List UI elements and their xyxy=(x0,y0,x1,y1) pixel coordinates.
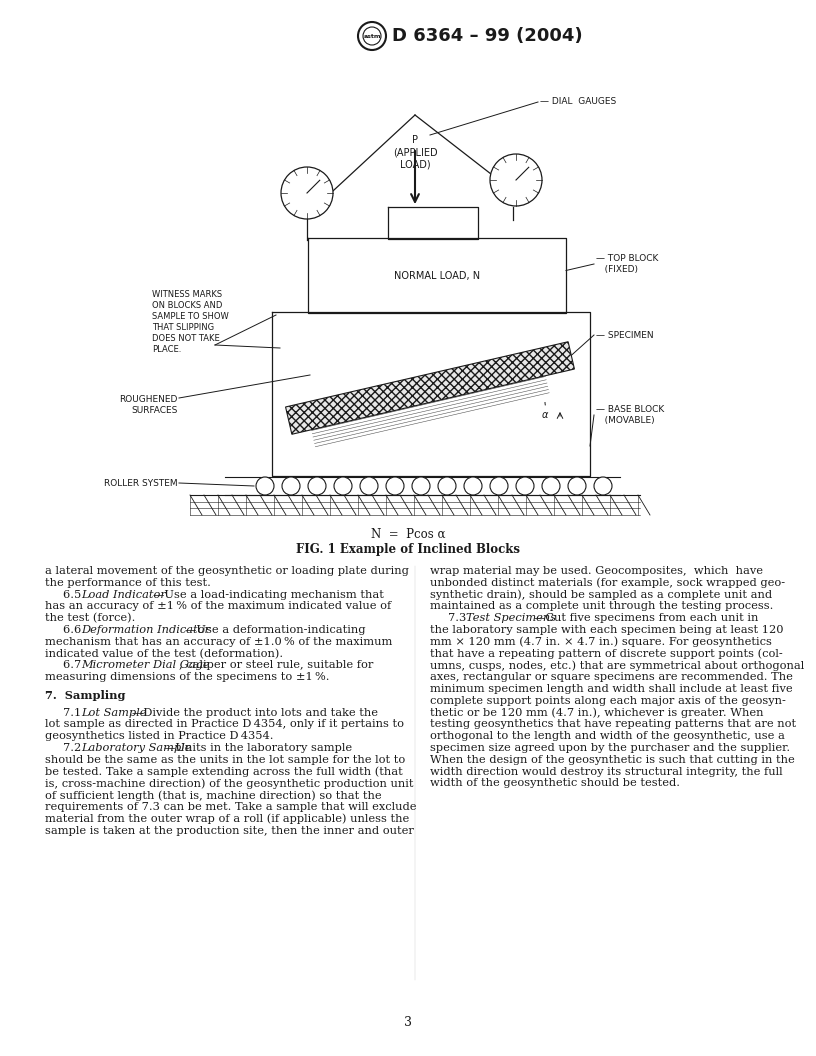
Text: requirements of 7.3 can be met. Take a sample that will exclude: requirements of 7.3 can be met. Take a s… xyxy=(45,802,416,812)
Text: indicated value of the test (deformation).: indicated value of the test (deformation… xyxy=(45,648,283,659)
Text: When the design of the geosynthetic is such that cutting in the: When the design of the geosynthetic is s… xyxy=(430,755,795,765)
Text: the performance of this test.: the performance of this test. xyxy=(45,578,211,588)
Text: NORMAL LOAD, N: NORMAL LOAD, N xyxy=(394,270,480,281)
Text: —Use a deformation-indicating: —Use a deformation-indicating xyxy=(185,625,366,635)
Circle shape xyxy=(412,477,430,495)
Text: 6.5: 6.5 xyxy=(63,589,85,600)
Text: ROUGHENED
SURFACES: ROUGHENED SURFACES xyxy=(120,395,178,415)
Circle shape xyxy=(568,477,586,495)
Text: geosynthetics listed in Practice D 4354.: geosynthetics listed in Practice D 4354. xyxy=(45,731,273,741)
Text: maintained as a complete unit through the testing process.: maintained as a complete unit through th… xyxy=(430,602,774,611)
Text: P
(APPLIED
LOAD): P (APPLIED LOAD) xyxy=(392,135,437,170)
Text: N  =  Pcos α: N = Pcos α xyxy=(370,528,446,541)
Text: a lateral movement of the geosynthetic or loading plate during: a lateral movement of the geosynthetic o… xyxy=(45,566,409,576)
Circle shape xyxy=(360,477,378,495)
Text: FIG. 1 Example of Inclined Blocks: FIG. 1 Example of Inclined Blocks xyxy=(296,543,520,557)
Text: 7.2: 7.2 xyxy=(63,743,85,753)
Text: should be the same as the units in the lot sample for the lot to: should be the same as the units in the l… xyxy=(45,755,406,765)
Circle shape xyxy=(308,477,326,495)
Text: be tested. Take a sample extending across the full width (that: be tested. Take a sample extending acros… xyxy=(45,767,403,777)
Text: wrap material may be used. Geocomposites,  which  have: wrap material may be used. Geocomposites… xyxy=(430,566,763,576)
Circle shape xyxy=(464,477,482,495)
Text: astm: astm xyxy=(363,34,381,38)
Text: testing geosynthetics that have repeating patterns that are not: testing geosynthetics that have repeatin… xyxy=(430,719,796,730)
Text: is, cross-machine direction) of the geosynthetic production unit: is, cross-machine direction) of the geos… xyxy=(45,778,414,789)
Text: —Divide the product into lots and take the: —Divide the product into lots and take t… xyxy=(132,708,378,718)
Text: that have a repeating pattern of discrete support points (col-: that have a repeating pattern of discret… xyxy=(430,648,783,659)
Text: measuring dimensions of the specimens to ±1 %.: measuring dimensions of the specimens to… xyxy=(45,673,330,682)
Text: minimum specimen length and width shall include at least five: minimum specimen length and width shall … xyxy=(430,684,792,694)
Circle shape xyxy=(281,167,333,219)
Circle shape xyxy=(516,477,534,495)
Circle shape xyxy=(594,477,612,495)
Text: —Cut five specimens from each unit in: —Cut five specimens from each unit in xyxy=(534,614,758,623)
Text: unbonded distinct materials (for example, sock wrapped geo-: unbonded distinct materials (for example… xyxy=(430,578,785,588)
Text: of sufficient length (that is, machine direction) so that the: of sufficient length (that is, machine d… xyxy=(45,790,382,800)
Text: Lot Sample: Lot Sample xyxy=(81,708,147,718)
Text: orthogonal to the length and width of the geosynthetic, use a: orthogonal to the length and width of th… xyxy=(430,731,785,741)
Circle shape xyxy=(438,477,456,495)
Text: Test Specimens: Test Specimens xyxy=(466,614,557,623)
Text: Load Indicator: Load Indicator xyxy=(81,589,166,600)
Polygon shape xyxy=(286,342,574,434)
Text: Deformation Indicator: Deformation Indicator xyxy=(81,625,210,635)
Text: lot sample as directed in Practice D 4354, only if it pertains to: lot sample as directed in Practice D 435… xyxy=(45,719,404,730)
Text: the laboratory sample with each specimen being at least 120: the laboratory sample with each specimen… xyxy=(430,625,783,635)
Text: umns, cusps, nodes, etc.) that are symmetrical about orthogonal: umns, cusps, nodes, etc.) that are symme… xyxy=(430,660,805,671)
Circle shape xyxy=(334,477,352,495)
Text: specimen size agreed upon by the purchaser and the supplier.: specimen size agreed upon by the purchas… xyxy=(430,743,790,753)
Circle shape xyxy=(542,477,560,495)
Circle shape xyxy=(490,154,542,206)
Text: —Use a load-indicating mechanism that: —Use a load-indicating mechanism that xyxy=(153,589,384,600)
Text: thetic or be 120 mm (4.7 in.), whichever is greater. When: thetic or be 120 mm (4.7 in.), whichever… xyxy=(430,708,764,718)
Text: Micrometer Dial Gage: Micrometer Dial Gage xyxy=(81,660,210,671)
Text: — BASE BLOCK
   (MOVABLE): — BASE BLOCK (MOVABLE) xyxy=(596,406,664,425)
Text: 3: 3 xyxy=(404,1016,412,1029)
Text: axes, rectangular or square specimens are recommended. The: axes, rectangular or square specimens ar… xyxy=(430,673,793,682)
Text: WITNESS MARKS
ON BLOCKS AND
SAMPLE TO SHOW
THAT SLIPPING
DOES NOT TAKE
PLACE.: WITNESS MARKS ON BLOCKS AND SAMPLE TO SH… xyxy=(152,290,228,355)
Text: α: α xyxy=(542,410,548,420)
Text: sample is taken at the production site, then the inner and outer: sample is taken at the production site, … xyxy=(45,826,414,835)
Text: — DIAL  GAUGES: — DIAL GAUGES xyxy=(540,97,616,107)
Text: mm × 120 mm (4.7 in. × 4.7 in.) square. For geosynthetics: mm × 120 mm (4.7 in. × 4.7 in.) square. … xyxy=(430,637,772,647)
Text: the test (force).: the test (force). xyxy=(45,614,135,623)
Text: — SPECIMEN: — SPECIMEN xyxy=(596,331,654,339)
Text: , caliper or steel rule, suitable for: , caliper or steel rule, suitable for xyxy=(179,660,374,671)
Text: 7.1: 7.1 xyxy=(63,708,85,718)
Text: width direction would destroy its structural integrity, the full: width direction would destroy its struct… xyxy=(430,767,783,776)
Circle shape xyxy=(490,477,508,495)
Text: D 6364 – 99 (2004): D 6364 – 99 (2004) xyxy=(392,27,583,45)
Text: 6.6: 6.6 xyxy=(63,625,85,635)
Circle shape xyxy=(256,477,274,495)
Text: ROLLER SYSTEM: ROLLER SYSTEM xyxy=(104,478,178,488)
Circle shape xyxy=(282,477,300,495)
Text: Laboratory Sample: Laboratory Sample xyxy=(81,743,192,753)
Text: 7.  Sampling: 7. Sampling xyxy=(45,690,126,701)
Circle shape xyxy=(386,477,404,495)
Text: has an accuracy of ±1 % of the maximum indicated value of: has an accuracy of ±1 % of the maximum i… xyxy=(45,602,391,611)
Text: mechanism that has an accuracy of ±1.0 % of the maximum: mechanism that has an accuracy of ±1.0 %… xyxy=(45,637,392,646)
Text: material from the outer wrap of a roll (if applicable) unless the: material from the outer wrap of a roll (… xyxy=(45,814,410,825)
Text: 6.7: 6.7 xyxy=(63,660,85,671)
Text: —Units in the laboratory sample: —Units in the laboratory sample xyxy=(164,743,353,753)
Text: synthetic drain), should be sampled as a complete unit and: synthetic drain), should be sampled as a… xyxy=(430,589,772,600)
Text: complete support points along each major axis of the geosyn-: complete support points along each major… xyxy=(430,696,786,705)
Text: — TOP BLOCK
   (FIXED): — TOP BLOCK (FIXED) xyxy=(596,254,659,274)
Text: width of the geosynthetic should be tested.: width of the geosynthetic should be test… xyxy=(430,778,680,789)
Text: 7.3: 7.3 xyxy=(448,614,470,623)
